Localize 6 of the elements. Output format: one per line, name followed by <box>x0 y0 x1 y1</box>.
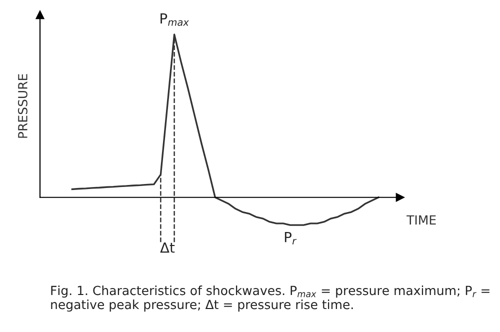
text: P$_{max}$ <box>160 13 189 26</box>
text: Δt <box>160 242 175 253</box>
text: P$_{r}$ <box>284 232 297 244</box>
x-axis-title: TIME <box>406 215 436 225</box>
text: Fig. 1. Characteristics of shockwaves. P$_{max}$ = pressure maximum; P$_{r}$ = negative peak pressure; Δt = pressure rise time. <box>51 286 490 312</box>
y-axis-title: PRESSURE <box>18 74 28 138</box>
